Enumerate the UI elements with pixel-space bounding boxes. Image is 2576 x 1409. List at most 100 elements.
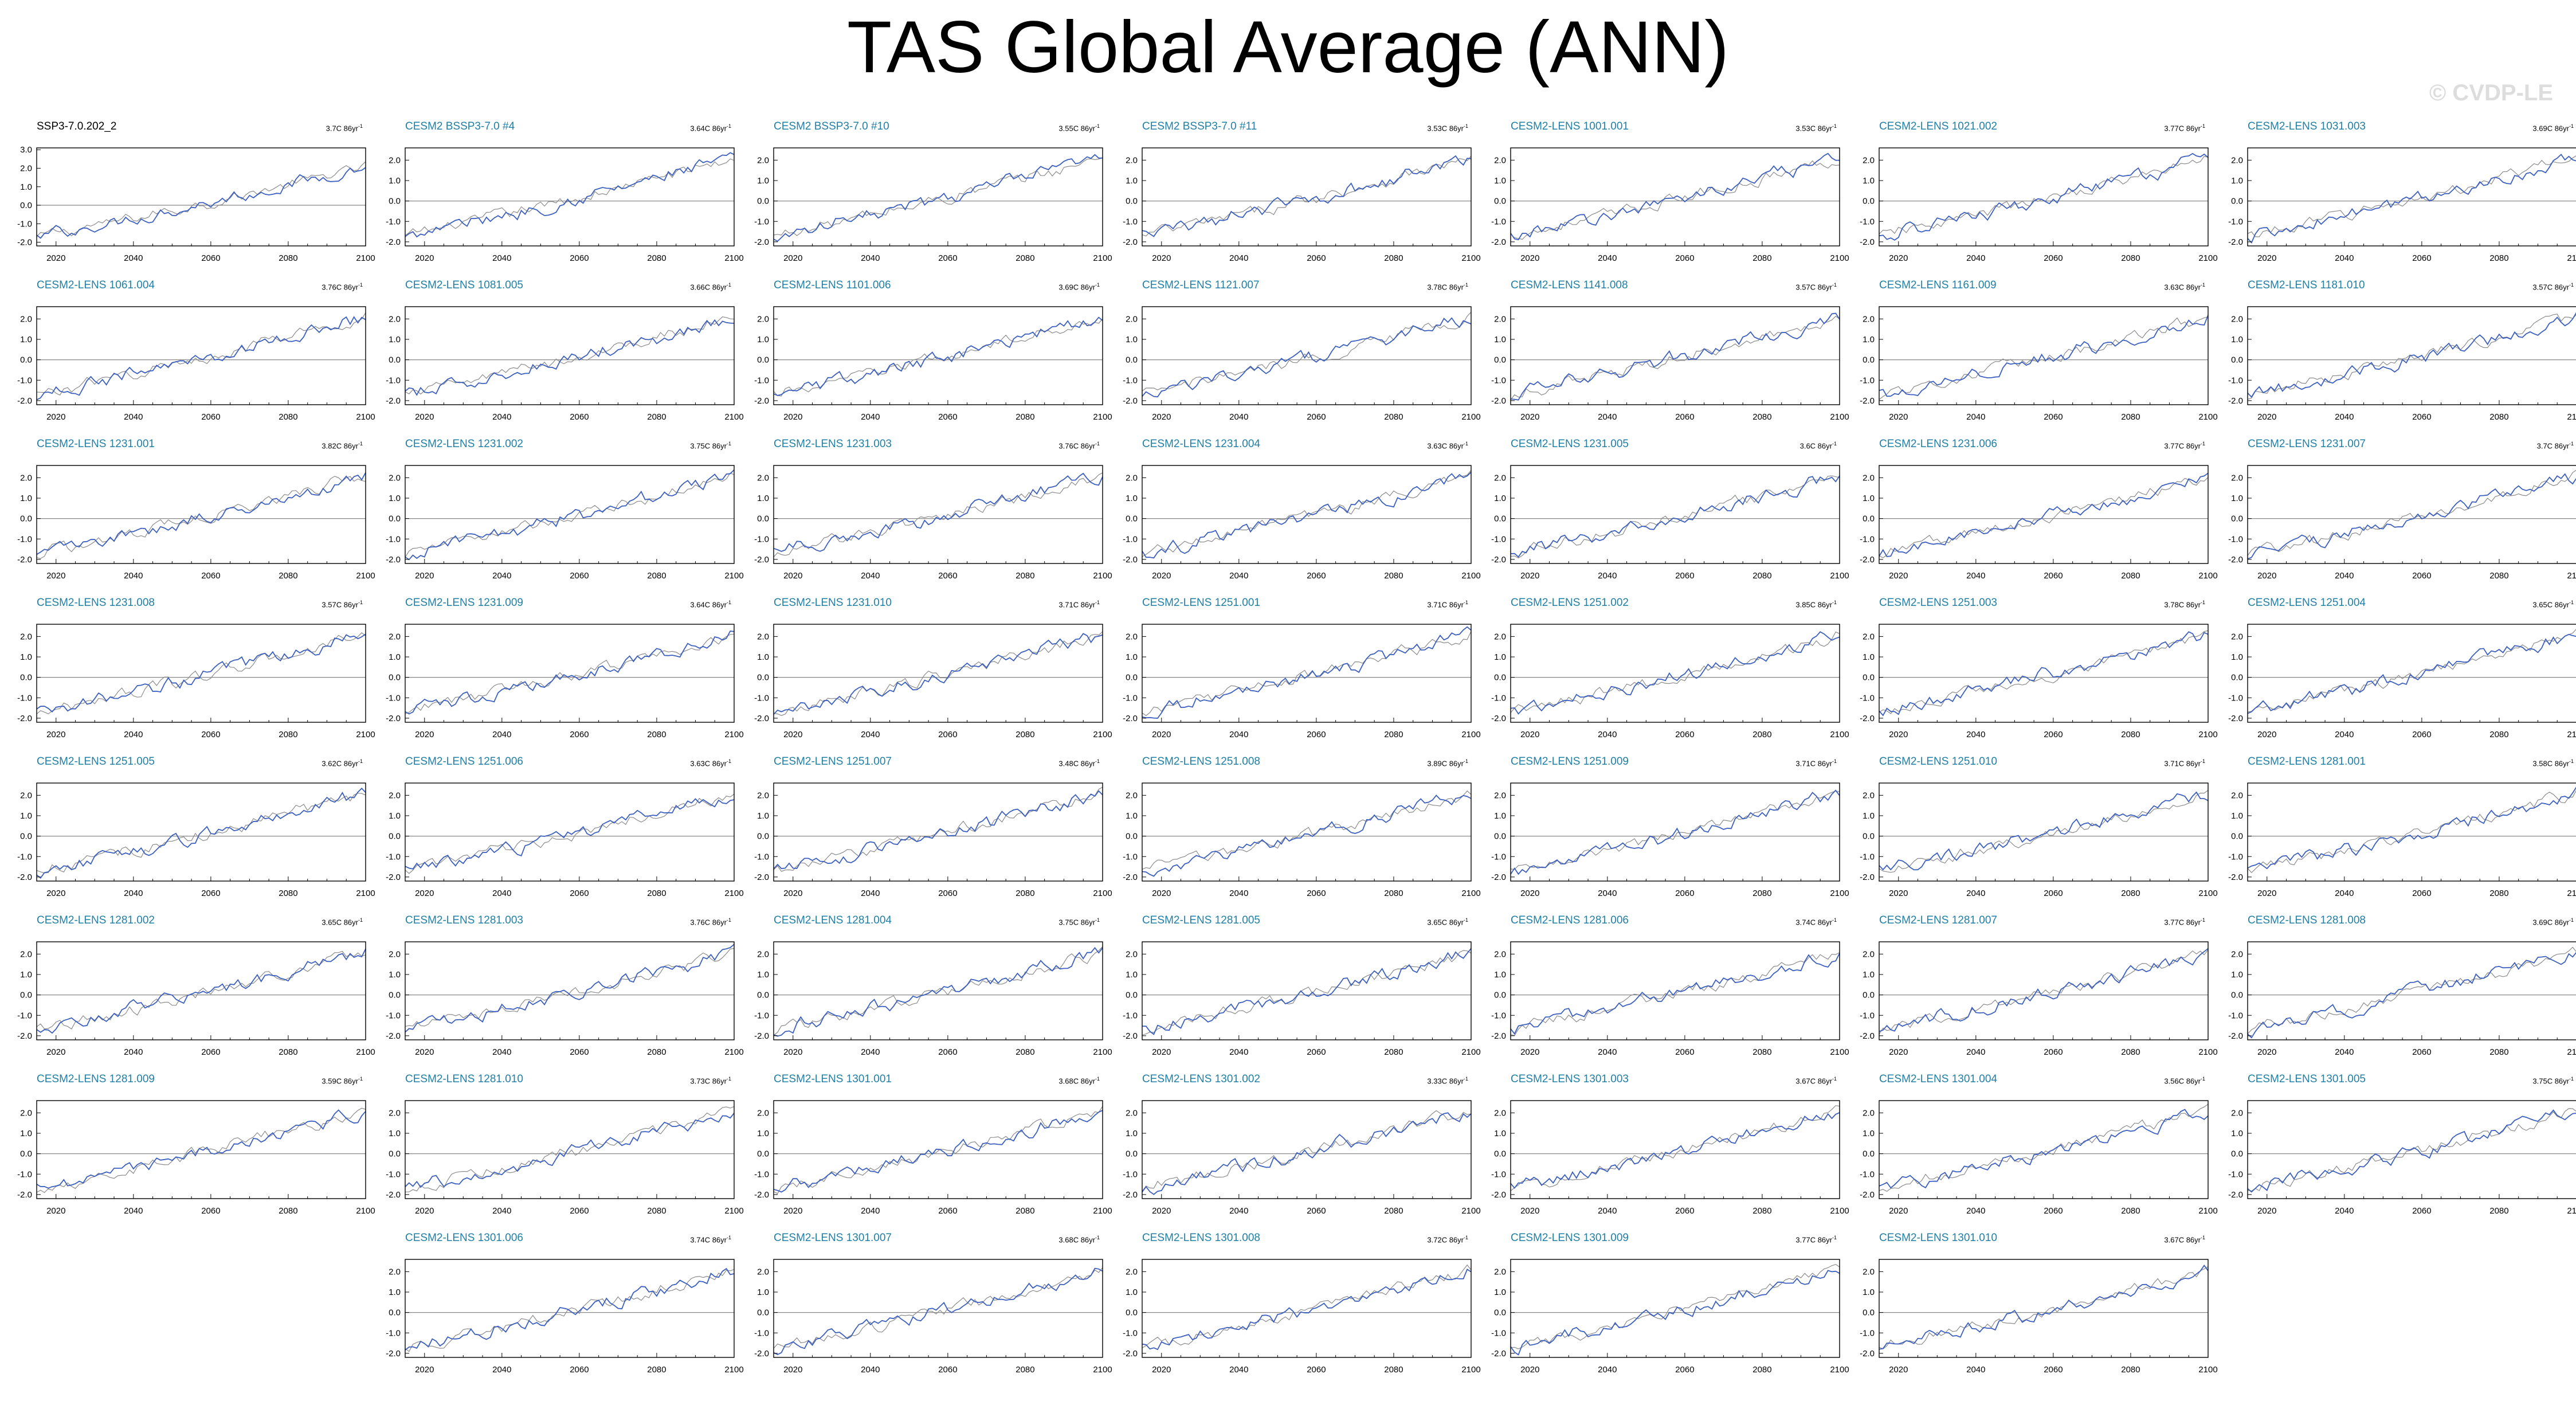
x-tick-label: 2100 <box>724 412 743 422</box>
y-tick-label: 1.0 <box>1863 1129 1875 1138</box>
panel-title: CESM2-LENS 1251.005 <box>37 756 155 768</box>
y-tick-label: 1.0 <box>389 970 401 980</box>
y-tick-label: 2.0 <box>1863 790 1875 800</box>
panel-trend-label: 3.64C 86yr-1 <box>690 600 731 609</box>
reference-series-line <box>2247 1108 2576 1192</box>
panel-trend-label: 3.67C 86yr-1 <box>2164 1235 2205 1244</box>
chart-panel: CESM2-LENS 1231.006 3.77C 86yr-1 2.0 1.0 0.0… <box>1842 438 2218 597</box>
y-tick-label: -2.0 <box>17 1190 32 1200</box>
y-tick-label: -2.0 <box>1860 872 1875 882</box>
plot-frame <box>405 465 735 564</box>
panel-title: CESM2-LENS 1231.005 <box>1511 438 1629 450</box>
reference-series-line <box>36 161 366 237</box>
plot-frame <box>405 306 735 405</box>
trend-exponent: -1 <box>1832 1076 1837 1082</box>
x-tick-label: 2060 <box>938 1365 957 1375</box>
y-tick-label: -1.0 <box>1123 375 1138 385</box>
reference-series-line <box>1142 1110 1472 1192</box>
x-tick-label: 2080 <box>1015 730 1034 739</box>
x-tick-label: 2020 <box>1152 730 1171 739</box>
y-tick-label: 2.0 <box>20 1108 32 1118</box>
panel-plot: 2.0 1.0 0.0 -1.0 -2.0 2020 2040 2060 2080 2100 <box>1491 147 1849 263</box>
x-tick-label: 2080 <box>1015 253 1034 263</box>
panel-plot: 2.0 1.0 0.0 -1.0 -2.0 2020 2040 2060 2080 2100 <box>754 465 1112 581</box>
y-tick-label: 2.0 <box>1126 1108 1138 1118</box>
y-tick-label: 0.0 <box>1126 197 1138 206</box>
x-tick-label: 2060 <box>1675 730 1694 739</box>
y-tick-label: -2.0 <box>1860 1190 1875 1200</box>
x-tick-label: 2080 <box>1384 889 1403 898</box>
plot-frame <box>1510 147 1840 246</box>
chart-panel: CESM2-LENS 1301.009 3.77C 86yr-1 2.0 1.0 0.0… <box>1474 1232 1849 1391</box>
x-tick-label: 2100 <box>2198 571 2217 581</box>
trend-exponent: -1 <box>358 282 363 288</box>
model-series-line <box>773 790 1103 870</box>
trend-exponent: -1 <box>2569 282 2574 288</box>
x-tick-label: 2080 <box>1384 1206 1403 1216</box>
chart-panel: CESM2-LENS 1231.001 3.82C 86yr-1 2.0 1.0 0.0… <box>0 438 375 597</box>
y-tick-label: -2.0 <box>17 872 32 882</box>
y-tick-label: 0.0 <box>1494 832 1506 842</box>
y-tick-label: -1.0 <box>386 852 401 862</box>
x-tick-label: 2060 <box>1675 253 1694 263</box>
x-tick-label: 2040 <box>1598 1365 1617 1375</box>
y-tick-label: -1.0 <box>754 693 769 703</box>
x-tick-label: 2040 <box>2335 1047 2354 1057</box>
panel-title: CESM2 BSSP3-7.0 #4 <box>405 120 515 132</box>
y-tick-label: 0.0 <box>757 1308 769 1318</box>
x-tick-label: 2100 <box>2198 253 2217 263</box>
panel-trend-label: 3.65C 86yr-1 <box>1427 917 1468 927</box>
model-series-line <box>1510 789 1840 875</box>
y-tick-label: 2.0 <box>389 1108 401 1118</box>
panel-title: CESM2-LENS 1251.001 <box>1142 597 1260 609</box>
y-tick-label: -1.0 <box>1491 534 1506 544</box>
trend-exponent: -1 <box>726 758 731 764</box>
trend-exponent: -1 <box>1095 1235 1100 1240</box>
chart-panel: CESM2-LENS 1231.003 3.76C 86yr-1 2.0 1.0 0.0… <box>737 438 1112 597</box>
y-tick-label: -1.0 <box>17 693 32 703</box>
panel-trend-label: 3.74C 86yr-1 <box>1795 917 1837 927</box>
x-tick-label: 2100 <box>724 730 743 739</box>
trend-exponent: -1 <box>726 123 731 129</box>
plot-frame <box>36 147 366 246</box>
reference-series-line <box>773 946 1103 1036</box>
panel-title: CESM2-LENS 1101.006 <box>774 279 891 291</box>
plot-frame <box>405 782 735 882</box>
chart-panel: CESM2-LENS 1281.010 3.73C 86yr-1 2.0 1.0 0.0… <box>368 1073 744 1232</box>
x-tick-label: 2020 <box>783 253 802 263</box>
x-tick-label: 2060 <box>201 889 220 898</box>
y-tick-label: -2.0 <box>1123 555 1138 565</box>
y-tick-label: 2.0 <box>20 949 32 959</box>
panel-trend-label: 3.72C 86yr-1 <box>1427 1235 1468 1244</box>
y-tick-label: 1.0 <box>1494 176 1506 186</box>
y-tick-label: -1.0 <box>1123 534 1138 544</box>
y-tick-label: 0.0 <box>389 514 401 524</box>
panel-title: CESM2-LENS 1281.001 <box>2248 756 2366 768</box>
x-tick-label: 2040 <box>2335 889 2354 898</box>
x-tick-label: 2020 <box>2257 1047 2276 1057</box>
chart-panel: CESM2-LENS 1231.010 3.71C 86yr-1 2.0 1.0 0.0… <box>737 597 1112 756</box>
x-tick-label: 2080 <box>647 412 666 422</box>
y-tick-label: 2.0 <box>1494 949 1506 959</box>
x-tick-label: 2100 <box>2567 253 2576 263</box>
panel-plot: 2.0 1.0 0.0 -1.0 -2.0 2020 2040 2060 2080 2100 <box>1860 1100 2218 1216</box>
x-tick-label: 2100 <box>1830 571 1849 581</box>
x-tick-label: 2080 <box>2121 730 2140 739</box>
y-tick-label: 2.0 <box>389 949 401 959</box>
model-series-line <box>1142 1112 1472 1195</box>
y-tick-label: -2.0 <box>2228 872 2243 882</box>
x-tick-label: 2080 <box>1384 1365 1403 1375</box>
x-tick-label: 2080 <box>279 889 297 898</box>
x-tick-label: 2040 <box>1966 1047 1985 1057</box>
x-tick-label: 2020 <box>1520 412 1539 422</box>
model-series-line <box>773 947 1103 1037</box>
chart-panel: CESM2-LENS 1251.009 3.71C 86yr-1 2.0 1.0 0.0… <box>1474 756 1849 914</box>
panel-trend-label: 3.7C 86yr-1 <box>326 123 363 133</box>
reference-series-line <box>1510 475 1840 559</box>
x-tick-label: 2040 <box>1598 730 1617 739</box>
chart-panel: CESM2-LENS 1251.008 3.89C 86yr-1 2.0 1.0 0.0… <box>1105 756 1481 914</box>
x-tick-label: 2060 <box>201 412 220 422</box>
chart-panel: CESM2-LENS 1301.005 3.75C 86yr-1 2.0 1.0 0.0… <box>2211 1073 2576 1232</box>
x-tick-label: 2100 <box>2567 1047 2576 1057</box>
model-series-line <box>2247 786 2576 870</box>
